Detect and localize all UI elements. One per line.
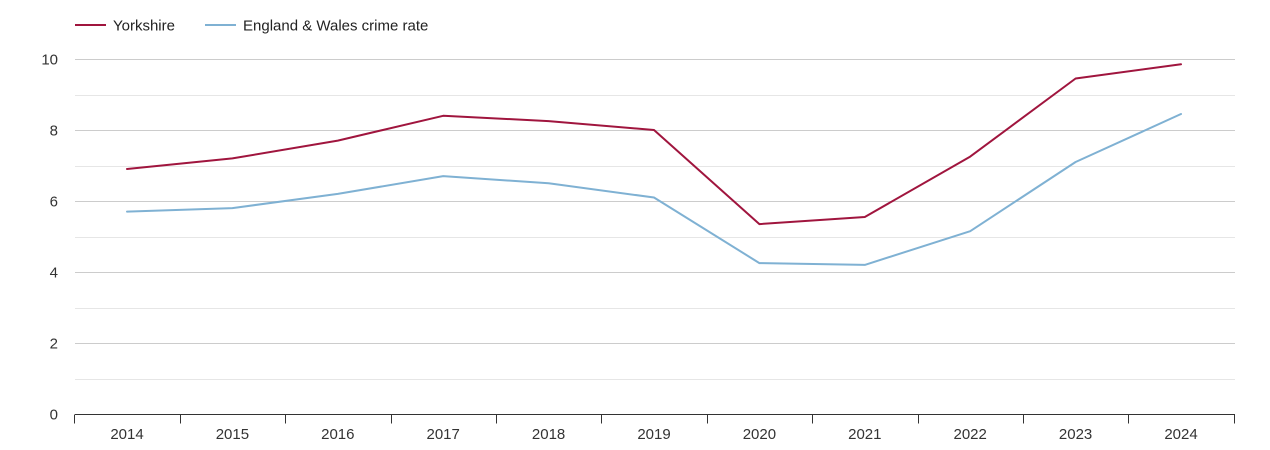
y-tick-label-0: 0: [50, 407, 58, 424]
x-tick-label-2015: 2015: [216, 426, 249, 443]
x-tick-label-2022: 2022: [954, 426, 987, 443]
series-layer: [126, 63, 1182, 266]
y-axis: 0 2 4 6 8 10: [41, 52, 58, 424]
x-tick-label-2024: 2024: [1164, 426, 1197, 443]
x-tick-label-2021: 2021: [848, 426, 881, 443]
x-tick-label-2020: 2020: [743, 426, 776, 443]
y-tick-label-4: 4: [50, 265, 58, 282]
gridlines: [75, 59, 1235, 380]
legend-label-yorkshire: Yorkshire: [113, 18, 175, 35]
legend-label-england-wales: England & Wales crime rate: [243, 18, 428, 35]
y-tick-label-8: 8: [50, 123, 58, 140]
x-axis: 2014 2015 2016 2017 2018 2019 2020 2021 2022 2023…: [74, 414, 1235, 443]
x-tick-label-2023: 2023: [1059, 426, 1092, 443]
y-tick-label-2: 2: [50, 336, 58, 353]
legend-item-england-wales: England & Wales crime rate: [205, 18, 428, 35]
series-line-england-wales-crime-rate: [126, 113, 1182, 266]
x-tick-label-2016: 2016: [321, 426, 354, 443]
legend-item-yorkshire: Yorkshire: [75, 18, 175, 35]
x-tick-label-2014: 2014: [110, 426, 143, 443]
chart-legend: Yorkshire England & Wales crime rate: [75, 18, 428, 35]
x-tick-label-2019: 2019: [637, 426, 670, 443]
y-tick-label-10: 10: [41, 52, 58, 69]
x-tick-label-2018: 2018: [532, 426, 565, 443]
series-line-yorkshire: [126, 63, 1182, 226]
y-tick-label-6: 6: [50, 194, 58, 211]
x-tick-label-2017: 2017: [427, 426, 460, 443]
